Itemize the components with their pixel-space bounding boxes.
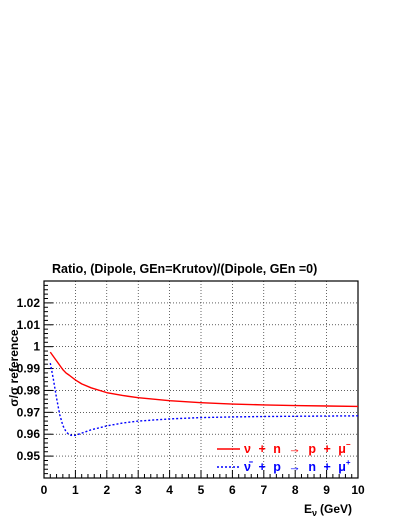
y-tick-label: 0.96 [17,427,41,441]
legend-neutrino-charge: − [346,440,351,449]
legend-antineutrino-arrow: → [288,460,301,474]
x-tick-label: 5 [198,483,205,497]
x-tick-label: 8 [292,483,299,497]
legend-neutrino-nu: ν [244,442,251,456]
y-tick-label: 1.01 [17,318,41,332]
x-tick-label: 4 [166,483,173,497]
legend-label-antineutrino: ν̄ + p → n + μ+ [244,458,351,474]
x-tick-label: 1 [72,483,79,497]
legend-antineutrino-plus1: + [258,460,265,474]
x-tick-label: 6 [229,483,236,497]
series-line-neutrino [49,351,359,408]
y-tick-label: 1.02 [17,296,41,310]
svg-text:Eν(GeV): Eν (GeV) [304,502,352,518]
legend-antineutrino-p: p [273,460,281,474]
legend-antineutrino-mu: μ [338,460,346,474]
x-axis-title-main: E [304,502,312,516]
y-tick-label: 0.99 [17,362,41,376]
legend-neutrino-plus2: + [323,442,330,456]
y-axis-title: σ/σ reference [7,329,21,406]
legend-antineutrino-nubar: ν̄ [244,460,253,474]
legend-antineutrino-plus2: + [323,460,330,474]
chart-title: Ratio, (Dipole, GEn=Krutov)/(Dipole, GEn… [52,262,317,276]
x-tick-label: 9 [323,483,330,497]
x-axis-title-unit: (GeV) [320,502,352,516]
x-axis-title-subscript: ν [312,508,317,518]
x-tick-label: 0 [41,483,48,497]
x-tick-label: 3 [135,483,142,497]
legend-neutrino-n: n [273,442,281,456]
x-axis-title: Eν (GeV) [304,502,352,518]
y-tick-label: 0.97 [17,405,41,419]
grid-lines [44,281,358,478]
y-tick-label: 1 [33,340,40,354]
legend-neutrino-p: p [308,442,316,456]
x-tick-label: 2 [103,483,110,497]
legend-neutrino-mu: μ [338,442,346,456]
legend-antineutrino-charge: + [346,458,351,467]
y-tick-label: 0.95 [17,449,41,463]
x-tick-label: 10 [351,483,365,497]
legend-neutrino-arrow: → [288,442,301,456]
legend: ν + n → p + μ− ν̄ + p → n + μ+ [217,440,351,474]
series-lines [49,351,359,437]
axis-ticks [43,284,359,478]
legend-label-neutrino: ν + n → p + μ− [244,440,351,456]
y-tick-label: 0.98 [17,383,41,397]
tick-labels: 0 1 2 3 4 5 6 7 8 9 10 0.95 0.96 0.97 0.98 0.99 1 1.01 1.0… [17,296,365,497]
x-tick-label: 7 [260,483,267,497]
legend-neutrino-plus1: + [258,442,265,456]
legend-antineutrino-n: n [308,460,316,474]
series-line-antineutrino [49,362,359,437]
